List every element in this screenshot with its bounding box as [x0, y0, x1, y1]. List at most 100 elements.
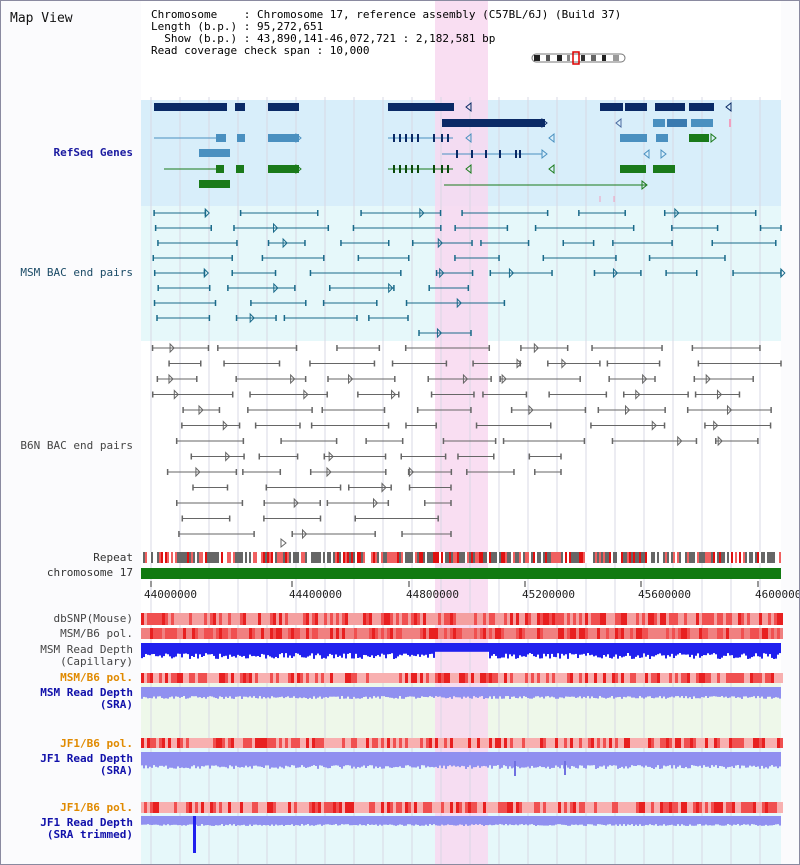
- polymorphism-density: [147, 802, 150, 813]
- read-depth-bar: [601, 643, 603, 659]
- read-depth-bar: [171, 643, 173, 659]
- read-depth-bar: [271, 687, 273, 697]
- track-label-jf1-depth-sra[interactable]: JF1 Read Depth (SRA): [40, 753, 133, 777]
- polymorphism-density: [642, 628, 645, 639]
- read-depth-bar: [631, 643, 633, 659]
- read-depth-bar: [225, 752, 227, 768]
- read-depth-bar: [279, 643, 281, 655]
- polymorphism-density: [417, 628, 420, 639]
- track-label-jf1-depth-trimmed[interactable]: JF1 Read Depth (SRA trimmed): [40, 817, 133, 841]
- polymorphism-density: [384, 613, 387, 625]
- polymorphism-density: [306, 738, 309, 748]
- polymorphism-density: [378, 628, 381, 639]
- polymorphism-density: [429, 802, 432, 813]
- read-depth-bar: [635, 643, 637, 657]
- read-depth-bar: [141, 643, 143, 659]
- polymorphism-density: [543, 673, 546, 683]
- read-depth-bar: [155, 643, 157, 657]
- polymorphism-density: [582, 613, 585, 625]
- read-depth-bar: [573, 752, 575, 767]
- read-depth-bar: [537, 643, 539, 655]
- track-label-repeat[interactable]: Repeat: [93, 551, 133, 564]
- read-depth-bar: [295, 816, 297, 825]
- polymorphism-density: [639, 802, 642, 813]
- read-depth-bar: [585, 687, 587, 698]
- repeat-element: [767, 552, 769, 563]
- polymorphism-density: [624, 673, 627, 683]
- read-depth-bar: [503, 752, 505, 766]
- polymorphism-density: [228, 628, 231, 639]
- read-depth-bar: [231, 752, 233, 767]
- repeat-element: [741, 552, 743, 563]
- read-depth-bar: [291, 643, 293, 658]
- polymorphism-density: [582, 738, 585, 748]
- read-depth-bar: [539, 687, 541, 698]
- read-depth-bar: [581, 643, 583, 655]
- read-depth-bar: [747, 643, 749, 659]
- polymorphism-density: [297, 802, 300, 813]
- ideogram-band: [602, 55, 606, 61]
- read-depth-bar: [659, 816, 661, 826]
- read-depth-bar: [649, 687, 651, 697]
- polymorphism-density: [669, 802, 672, 813]
- polymorphism-density: [471, 738, 474, 748]
- track-label-msm-b6-pol[interactable]: MSM/B6 pol.: [60, 627, 133, 640]
- read-depth-bar: [607, 643, 609, 655]
- read-depth-bar: [411, 687, 413, 697]
- read-depth-bar: [271, 643, 273, 658]
- track-label-msm-depth-sra[interactable]: MSM Read Depth (SRA): [40, 687, 133, 711]
- polymorphism-density: [384, 738, 387, 748]
- read-depth-bar: [389, 643, 391, 655]
- read-depth-bar: [631, 687, 633, 698]
- read-depth-bar: [383, 643, 385, 655]
- read-depth-bar: [305, 643, 307, 658]
- polymorphism-density: [501, 673, 504, 683]
- track-label-msm-b6-pol-sra[interactable]: MSM/B6 pol.: [60, 671, 133, 684]
- polymorphism-density: [717, 628, 720, 639]
- polymorphism-density: [609, 802, 612, 813]
- polymorphism-density: [405, 628, 408, 639]
- polymorphism-density: [333, 673, 336, 683]
- polymorphism-density: [144, 613, 147, 625]
- read-depth-bar: [773, 752, 775, 767]
- polymorphism-density: [219, 613, 222, 625]
- polymorphism-density: [678, 628, 681, 639]
- track-label-jf1-b6-pol[interactable]: JF1/B6 pol.: [60, 737, 133, 750]
- repeat-element: [443, 552, 445, 563]
- polymorphism-density: [618, 738, 621, 748]
- track-label-msm-depth-capillary[interactable]: MSM Read Depth (Capillary): [40, 644, 133, 668]
- polymorphism-density: [168, 628, 171, 639]
- read-depth-bar: [325, 687, 327, 698]
- repeat-element: [527, 552, 529, 563]
- track-label-jf1-b6-pol-2[interactable]: JF1/B6 pol.: [60, 801, 133, 814]
- read-depth-bar: [779, 816, 781, 826]
- read-depth-bar: [147, 752, 149, 769]
- polymorphism-density: [513, 613, 516, 625]
- polymorphism-density: [765, 802, 768, 813]
- read-depth-bar: [597, 752, 599, 769]
- polymorphism-density: [282, 628, 285, 639]
- track-label-dbsnp[interactable]: dbSNP(Mouse): [53, 612, 133, 625]
- track-label-refseq[interactable]: RefSeq Genes: [53, 146, 133, 159]
- polymorphism-density: [459, 738, 462, 748]
- polymorphism-density: [510, 673, 513, 683]
- read-depth-bar: [171, 816, 173, 825]
- repeat-element: [543, 552, 545, 563]
- read-depth-bar: [515, 816, 517, 825]
- read-depth-bar: [399, 752, 401, 767]
- polymorphism-density: [222, 613, 225, 625]
- repeat-element: [403, 552, 405, 563]
- read-depth-bar: [241, 643, 243, 657]
- read-depth-bar: [697, 643, 699, 654]
- read-depth-bar: [735, 643, 737, 658]
- track-label-msm-bac[interactable]: MSM BAC end pairs: [20, 266, 133, 279]
- polymorphism-density: [261, 673, 264, 683]
- polymorphism-density: [477, 802, 480, 813]
- read-depth-bar: [737, 752, 739, 766]
- polymorphism-density: [297, 628, 300, 639]
- polymorphism-density: [363, 613, 366, 625]
- polymorphism-density: [612, 673, 615, 683]
- polymorphism-density: [351, 628, 354, 639]
- track-label-b6n-bac[interactable]: B6N BAC end pairs: [20, 439, 133, 452]
